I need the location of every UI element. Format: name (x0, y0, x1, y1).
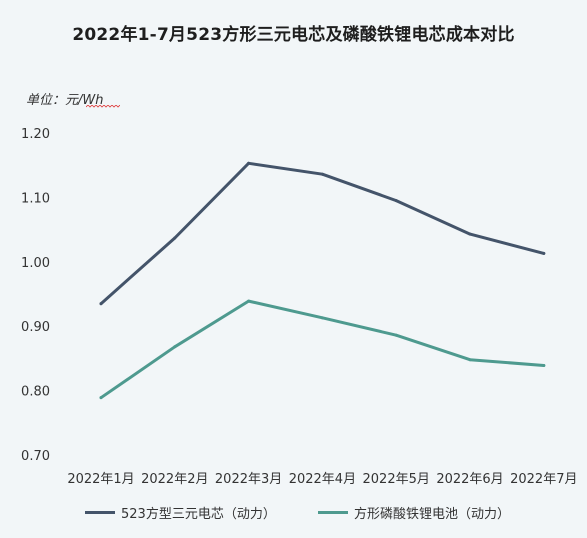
legend-label-ncm: 523方型三元电芯（动力） (121, 507, 276, 522)
spellcheck-underline (86, 105, 120, 108)
series-1-point (320, 316, 324, 320)
series-1-point (468, 358, 472, 362)
legend: 523方型三元电芯（动力） 方形磷酸铁锂电池（动力） (0, 503, 587, 525)
y-tick-label: 1.00 (21, 256, 50, 271)
series-1-point (99, 396, 103, 400)
unit-label: 单位：元/Wh (26, 93, 104, 108)
series-1-point (394, 333, 398, 337)
series-1-point (247, 299, 251, 303)
y-tick-label: 0.70 (21, 449, 50, 464)
chart-title: 2022年1-7月523方形三元电芯及磷酸铁锂电芯成本对比 (72, 25, 515, 45)
y-tick-label: 1.10 (21, 191, 50, 206)
series-0-point (320, 172, 324, 176)
series-0-point (173, 236, 177, 240)
x-tick-label: 2022年4月 (289, 472, 356, 487)
series-0-point (99, 302, 103, 306)
x-tick-label: 2022年2月 (141, 472, 208, 487)
series-0-point (542, 251, 546, 255)
legend-item-lfp: 方形磷酸铁锂电池（动力） (318, 503, 510, 522)
series-line-1 (99, 299, 546, 400)
x-tick-label: 2022年7月 (510, 472, 577, 487)
series-1-point (173, 345, 177, 349)
y-tick-label: 0.80 (21, 385, 50, 400)
series-0-point (247, 161, 251, 165)
legend-label-lfp: 方形磷酸铁锂电池（动力） (354, 507, 511, 522)
x-tick-label: 2022年3月 (215, 472, 282, 487)
x-tick-label: 2022年5月 (363, 472, 430, 487)
series-line-0 (99, 161, 546, 306)
x-tick-label: 2022年6月 (436, 472, 503, 487)
y-tick-label: 1.20 (21, 127, 50, 142)
y-tick-label: 0.90 (21, 320, 50, 335)
legend-swatch-lfp (318, 511, 348, 514)
series-0-point (468, 232, 472, 236)
series-1-point (542, 363, 546, 367)
legend-swatch-ncm (85, 511, 115, 514)
x-tick-label: 2022年1月 (67, 472, 134, 487)
legend-item-ncm: 523方型三元电芯（动力） (85, 503, 276, 522)
series-0-point (394, 199, 398, 203)
